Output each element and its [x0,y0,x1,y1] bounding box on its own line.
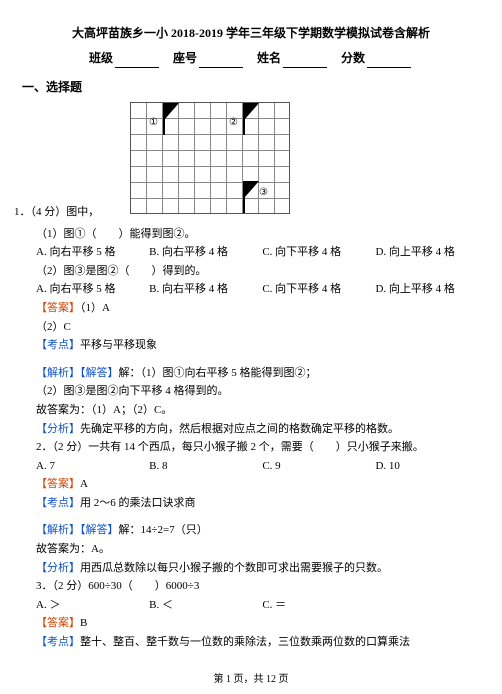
q1-opt2-d: D. 向上平移 4 格 [375,281,466,299]
answer-label: 【答案】 [36,302,80,314]
class-blank [115,56,159,68]
q1-opts2: A. 向右平移 5 格 B. 向右平移 4 格 C. 向下平移 4 格 D. 向… [36,281,466,299]
answer-label: 【答案】 [36,617,80,629]
fenxi-label: 【分析】 [36,562,80,574]
q1-opts1: A. 向右平移 5 格 B. 向右平移 4 格 C. 向下平移 4 格 D. 向… [36,244,466,262]
label-1: ① [149,115,158,131]
q2-gu: 故答案为：A。 [36,541,466,559]
q3-answer-row: 【答案】B [36,615,466,633]
label-3: ③ [259,185,268,201]
flag-3 [243,181,259,213]
jieda-label: 【解答】 [80,367,119,379]
kaodian-label: 【考点】 [36,339,80,351]
q1-jieda1: 解：（1）图①向右平移 5 格能得到图②； [119,367,317,379]
q2-opts: A. 7 B. 8 C. 9 D. 10 [36,458,466,476]
q1-kaodian: 平移与平移现象 [80,339,157,351]
q1-opt2-a: A. 向右平移 5 格 [36,281,149,299]
q3-opt-c: C. ＝ [262,597,375,615]
q2-fenxi: 用西瓜总数除以每只小猴子搬的个数即可求出需要猴子的只数。 [80,562,388,574]
jiexi-label: 【解析】 [36,524,80,536]
q1-stem: 1．（4 分）图中， [14,204,99,222]
q1-kaodian-row: 【考点】平移与平移现象 [36,337,466,355]
q1-jieda1-row: 【解析】【解答】解：（1）图①向右平移 5 格能得到图②； [36,365,466,383]
q2-kaodian: 用 2～6 的乘法口诀求商 [80,497,196,509]
q3-answer: B [80,617,87,629]
name-blank [283,56,327,68]
jiexi-label: 【解析】 [36,367,80,379]
doc-title: 大高坪苗族乡一小 2018-2019 学年三年级下学期数学模拟试卷含解析 [36,24,466,43]
q2-stem: 2．（2 分）一共有 14 个西瓜，每只小猴子搬 2 个，需要（ ）只小猴子来搬… [36,439,466,457]
kaodian-label: 【考点】 [36,497,80,509]
q1-opt1-a: A. 向右平移 5 格 [36,244,149,262]
q1-answer1: （1）A [80,302,110,314]
q2-kaodian-row: 【考点】用 2～6 的乘法口诀求商 [36,495,466,513]
q2-fenxi-row: 【分析】用西瓜总数除以每只小猴子搬的个数即可求出需要猴子的只数。 [36,560,466,578]
q1-answer2: （2）C [36,319,466,337]
q2-opt-b: B. 8 [149,458,262,476]
spacer [36,356,466,364]
q1-jieda2: （2）图③是图②向下平移 4 格得到的。 [36,383,466,401]
q2-opt-c: C. 9 [262,458,375,476]
q2-opt-d: D. 10 [375,458,466,476]
jieda-label: 【解答】 [80,524,119,536]
q3-kaodian: 整十、整百、整千数与一位数的乘除法，三位数乘两位数的口算乘法 [80,636,410,648]
spacer [36,513,466,521]
class-label: 班级 [89,51,113,65]
score-blank [367,56,411,68]
q3-kaodian-row: 【考点】整十、整百、整千数与一位数的乘除法，三位数乘两位数的口算乘法 [36,634,466,652]
q3-stem: 3．（2 分）600÷30（ ）6000÷3 [36,578,466,596]
answer-label: 【答案】 [36,478,80,490]
section-1-heading: 一、选择题 [22,78,466,97]
q3-opt-d [375,597,466,615]
q3-opts: A. ＞ B. ＜ C. ＝ [36,597,466,615]
q3-opt-a: A. ＞ [36,597,149,615]
kaodian-label: 【考点】 [36,636,80,648]
q1-gu: 故答案为：（1）A；（2）C。 [36,402,466,420]
seat-label: 座号 [173,51,197,65]
seat-blank [199,56,243,68]
q2-answer-row: 【答案】A [36,476,466,494]
grid: ① ② ③ [130,102,290,214]
q1-sub2: （2）图③是图②（ ）得到的。 [36,263,466,281]
q1-opt1-d: D. 向上平移 4 格 [375,244,466,262]
page-footer: 第 1 页，共 12 页 [0,672,502,688]
flag-1 [163,103,179,135]
q1-opt2-c: C. 向下平移 4 格 [262,281,375,299]
q2-opt-a: A. 7 [36,458,149,476]
q2-jieda: 解：14÷2=7（只） [119,524,208,536]
q1-answer-row: 【答案】（1）A [36,300,466,318]
q3-opt-b: B. ＜ [149,597,262,615]
flag-2 [243,103,259,135]
q1-sub1: （1）图①（ ）能得到图②。 [36,226,466,244]
q1-fenxi: 先确定平移的方向，然后根据对应点之间的格数确定平移的格数。 [80,423,399,435]
fenxi-label: 【分析】 [36,423,80,435]
student-fields: 班级 座号 姓名 分数 [36,49,466,68]
name-label: 姓名 [257,51,281,65]
q2-jieda-row: 【解析】【解答】解：14÷2=7（只） [36,522,466,540]
q1-figure: ① ② ③ 1．（4 分）图中， [36,102,466,224]
q1-opt2-b: B. 向右平移 4 格 [149,281,262,299]
label-2: ② [229,115,238,131]
score-label: 分数 [341,51,365,65]
q1-opt1-c: C. 向下平移 4 格 [262,244,375,262]
q1-fenxi-row: 【分析】先确定平移的方向，然后根据对应点之间的格数确定平移的格数。 [36,421,466,439]
q1-opt1-b: B. 向右平移 4 格 [149,244,262,262]
q2-answer: A [80,478,88,490]
